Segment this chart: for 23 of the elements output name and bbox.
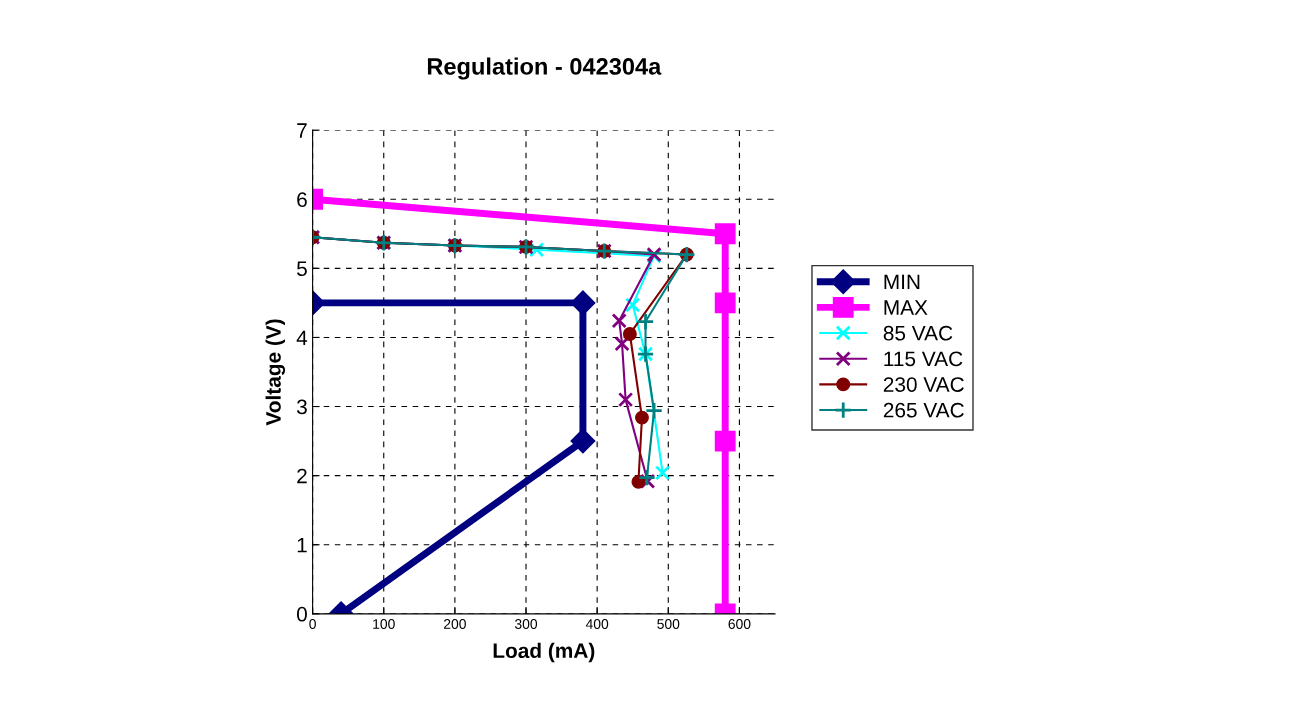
x-tick-label: 200 xyxy=(444,619,466,629)
y-tick-label: 1 xyxy=(297,537,307,553)
legend-label: MAX xyxy=(884,300,928,315)
legend-label: MIN xyxy=(884,274,920,290)
x-tick-label: 500 xyxy=(657,619,680,629)
y-tick-label: 3 xyxy=(296,399,307,415)
y-tick-label: 7 xyxy=(297,123,307,138)
y-axis-title: Voltage (V) xyxy=(265,319,286,426)
y-tick-label: 6 xyxy=(297,192,307,207)
y-tick-label: 4 xyxy=(296,330,308,345)
x-tick-label: 600 xyxy=(728,619,751,629)
legend-label: 115 VAC xyxy=(884,351,963,367)
y-tick-label: 2 xyxy=(297,468,307,484)
legend-label: 85 VAC xyxy=(883,325,953,341)
x-tick-label: 400 xyxy=(585,619,609,629)
x-tick-label: 300 xyxy=(514,619,538,629)
x-tick-label: 100 xyxy=(373,619,395,629)
x-tick-label: 0 xyxy=(309,619,316,629)
x-axis-title: Load (mA) xyxy=(493,642,595,663)
y-tick-label: 5 xyxy=(297,261,307,277)
legend-label: 230 VAC xyxy=(883,377,964,392)
chart-title: Regulation - 042304a xyxy=(427,57,662,80)
legend-label: 265 VAC xyxy=(883,402,964,418)
